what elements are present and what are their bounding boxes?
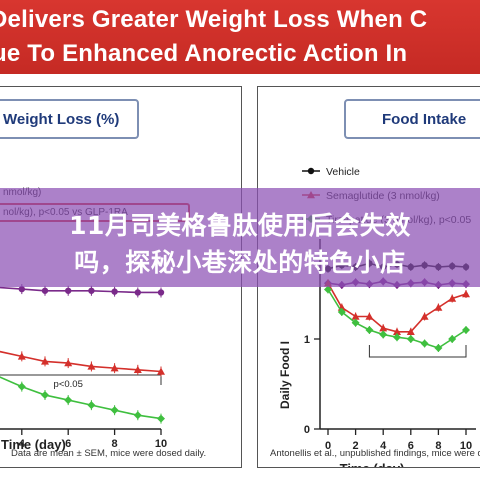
data-point — [64, 396, 73, 405]
data-point — [157, 414, 165, 423]
x-tick-label: 8 — [435, 440, 441, 452]
x-tick-label: 10 — [460, 440, 472, 452]
data-point — [157, 289, 165, 296]
legend-label: Vehicle — [326, 166, 360, 178]
headline-line-1: Delivers Greater Weight Loss When C — [0, 6, 428, 33]
data-point — [87, 362, 96, 370]
data-point — [351, 318, 360, 327]
x-axis-title: Time (day) — [1, 437, 66, 452]
data-point — [379, 330, 388, 339]
significance-annotation: p<0.05 — [54, 379, 83, 390]
food-intake-title: Food Intake — [382, 110, 467, 128]
data-point — [448, 294, 457, 302]
data-point — [157, 367, 165, 375]
x-tick-label: 0 — [325, 440, 331, 452]
data-point — [110, 364, 119, 372]
significance-bracket — [368, 345, 467, 358]
data-point — [337, 308, 346, 316]
food-intake-title-box: Food Intake — [344, 99, 480, 139]
data-point — [448, 335, 457, 343]
series-line — [0, 350, 162, 373]
data-point — [351, 312, 360, 320]
data-point — [365, 326, 374, 334]
data-point — [406, 335, 415, 343]
x-tick-label: 8 — [112, 438, 118, 450]
data-point — [17, 352, 26, 360]
caption-overlay: 11月司美格鲁肽使用后会失效 吗，探秘小巷深处的特色小店 — [0, 188, 480, 287]
data-point — [64, 359, 73, 367]
data-point — [420, 339, 429, 348]
figure-area: Weight Loss (%) nmol/kg)nol/kg), p<0.05 … — [0, 74, 480, 480]
series-line — [327, 282, 467, 333]
data-point — [41, 287, 49, 294]
caption-line-2: 吗，探秘小巷深处的特色小店 — [74, 248, 406, 277]
data-point — [324, 285, 332, 294]
data-point — [133, 365, 142, 374]
x-tick-label: 2 — [353, 440, 359, 452]
data-point — [88, 287, 95, 294]
food-intake-footnote-text: Antonellis et al., unpublished findings,… — [270, 448, 480, 459]
headline-line-2: ue To Enhanced Anorectic Action In — [0, 40, 408, 67]
y-axis-title: Daily Food I — [278, 341, 292, 409]
data-point — [134, 289, 141, 296]
data-point — [420, 312, 429, 320]
data-point — [406, 327, 415, 335]
data-point — [110, 406, 119, 415]
data-point — [434, 303, 443, 311]
x-tick-label: 6 — [65, 438, 71, 450]
data-point — [393, 333, 401, 342]
data-point — [462, 326, 470, 334]
data-point — [379, 324, 388, 332]
data-point — [133, 411, 142, 420]
x-tick-label: 6 — [408, 440, 414, 452]
data-point — [434, 344, 443, 352]
data-point — [111, 288, 118, 295]
caption-line-1: 11月司美格鲁肽使用后会失效 — [69, 211, 411, 240]
x-tick-label: 10 — [155, 438, 167, 450]
legend-swatch-marker — [307, 167, 315, 175]
y-tick-label: 0 — [304, 424, 310, 436]
weight-loss-title: Weight Loss (%) — [3, 110, 120, 128]
data-point — [462, 290, 470, 298]
data-point — [18, 285, 25, 293]
headline-banner: Delivers Greater Weight Loss When C ue T… — [0, 0, 480, 74]
data-point — [393, 327, 401, 335]
weight-loss-footnote: Data are mean ± SEM, mice were dosed dai… — [11, 448, 207, 459]
x-axis-title: Time (day) — [340, 461, 405, 468]
data-point — [41, 391, 49, 400]
food-intake-footnote: Antonellis et al., unpublished findings,… — [270, 448, 480, 459]
data-point — [87, 401, 96, 410]
weight-loss-title-box: Weight Loss (%) — [0, 99, 139, 139]
data-point — [41, 357, 49, 365]
data-point — [365, 312, 374, 320]
x-tick-label: 4 — [380, 440, 387, 452]
x-tick-label: 4 — [19, 438, 26, 450]
y-tick-label: 1 — [304, 334, 310, 346]
data-point — [17, 382, 26, 391]
data-point — [65, 287, 72, 294]
